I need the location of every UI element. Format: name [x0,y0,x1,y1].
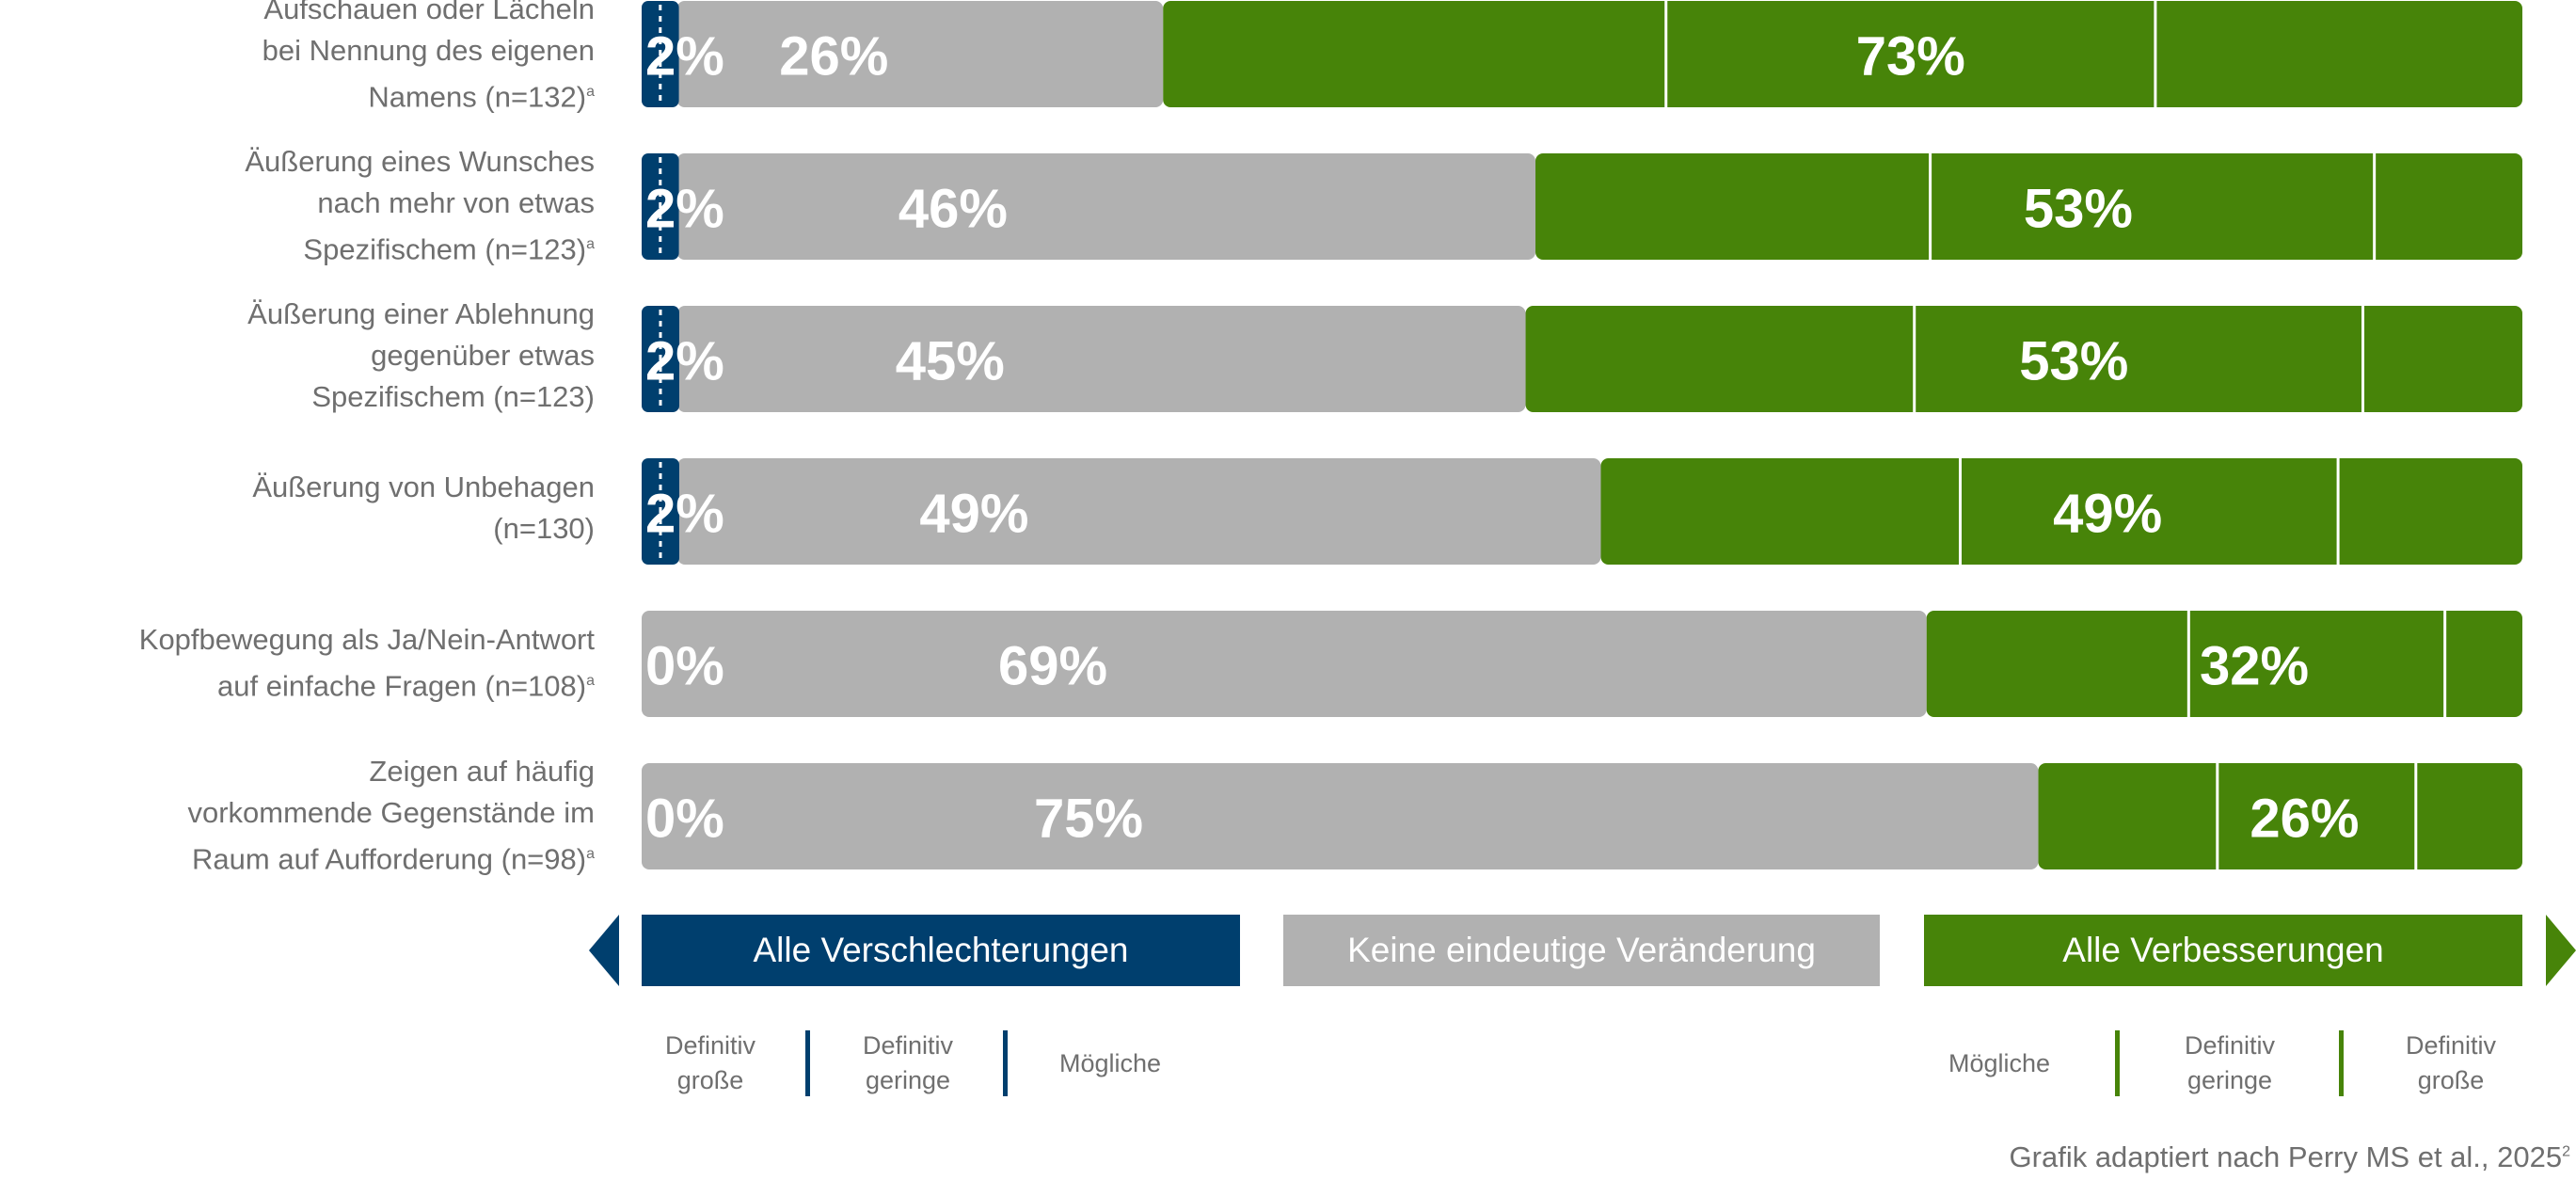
sub-legend-better-possible: Mögliche [1948,1049,2051,1077]
sub-legend-worse-small: Definitiv geringe [862,1031,954,1094]
category-label-1: Äußerung eines Wunsches nach mehr von et… [19,141,595,270]
legend-worse-label: Alle Verschlechterungen [753,931,1129,969]
left-arrow-icon [589,915,619,986]
category-label-2: Äußerung einer Ablehnung gegenüber etwas… [19,294,595,418]
bar-better-5 [2038,763,2522,869]
category-label-5: Zeigen auf häufig vorkommende Gegenständ… [19,751,595,880]
value-label-better-5: 26% [2250,789,2359,850]
category-label-text: Aufschauen oder Lächeln bei Nennung des … [262,0,595,113]
sub-divider-worse-1 [805,1030,810,1096]
sub-divider-better-2 [2339,1030,2344,1096]
value-label-neutral-5: 75% [1034,789,1143,850]
bar-neutral-2 [676,306,1526,412]
value-label-better-0: 73% [1856,26,1965,88]
value-label-better-1: 53% [2024,179,2133,240]
category-label-text: Äußerung von Unbehagen (n=130) [252,470,595,545]
legend-neutral: Keine eindeutige Veränderung [1283,915,1880,986]
bar-neutral-1 [676,153,1536,260]
sub-divider-worse-2 [1003,1030,1008,1096]
bar-neutral-3 [676,458,1601,565]
value-label-better-4: 32% [2200,636,2309,697]
sub-legend-better-large: Definitiv große [2405,1031,2497,1094]
category-label-text: Zeigen auf häufig vorkommende Gegenständ… [187,754,595,875]
category-label-text: Kopfbewegung als Ja/Nein-Antwort auf ein… [138,622,595,702]
category-label-0: Aufschauen oder Lächeln bei Nennung des … [19,0,595,118]
category-label-marker: a [586,845,595,862]
value-label-neutral-3: 49% [919,484,1028,545]
right-arrow-icon [2546,915,2576,986]
value-label-better-3: 49% [2053,484,2162,545]
source-marker: 2 [2562,1143,2570,1160]
category-label-3: Äußerung von Unbehagen (n=130) [19,467,595,550]
bar-better-3 [1600,458,2522,565]
category-label-text: Äußerung eines Wunsches nach mehr von et… [245,144,595,265]
sub-legend-worse-large: Definitiv große [664,1031,756,1094]
value-label-neutral-4: 69% [998,636,1107,697]
bar-better-1 [1535,153,2522,260]
value-label-worse-0: 2% [645,26,724,88]
value-label-neutral-0: 26% [779,26,888,88]
category-label-marker: a [586,235,595,252]
bar-better-4 [1926,611,2522,717]
value-label-worse-4: 0% [645,636,724,697]
sub-legend-worse-possible: Mögliche [1058,1049,1162,1077]
sub-legend-better-small: Definitiv geringe [2184,1031,2276,1094]
value-label-neutral-1: 46% [898,179,1008,240]
bar-neutral-0 [676,1,1164,107]
value-label-worse-2: 2% [645,331,724,392]
legend-worse: Alle Verschlechterungen [642,915,1240,986]
bar-neutral-4 [642,611,1927,717]
legend-better: Alle Verbesserungen [1924,915,2522,986]
value-label-neutral-2: 45% [896,331,1005,392]
source-text: Grafik adaptiert nach Perry MS et al., 2… [2009,1140,2563,1173]
value-label-worse-3: 2% [645,484,724,545]
legend-better-label: Alle Verbesserungen [2062,931,2384,969]
bar-better-2 [1525,306,2522,412]
category-label-marker: a [586,83,595,100]
category-label-4: Kopfbewegung als Ja/Nein-Antwort auf ein… [19,619,595,707]
bar-neutral-5 [642,763,2039,869]
value-label-worse-1: 2% [645,179,724,240]
sub-divider-better-1 [2115,1030,2120,1096]
value-label-worse-5: 0% [645,789,724,850]
value-label-better-2: 53% [2019,331,2128,392]
legend-neutral-label: Keine eindeutige Veränderung [1347,931,1816,969]
category-label-text: Äußerung einer Ablehnung gegenüber etwas… [247,296,595,413]
category-label-marker: a [586,672,595,689]
source-note: Grafik adaptiert nach Perry MS et al., 2… [2010,1140,2570,1174]
bar-better-0 [1163,1,2522,107]
